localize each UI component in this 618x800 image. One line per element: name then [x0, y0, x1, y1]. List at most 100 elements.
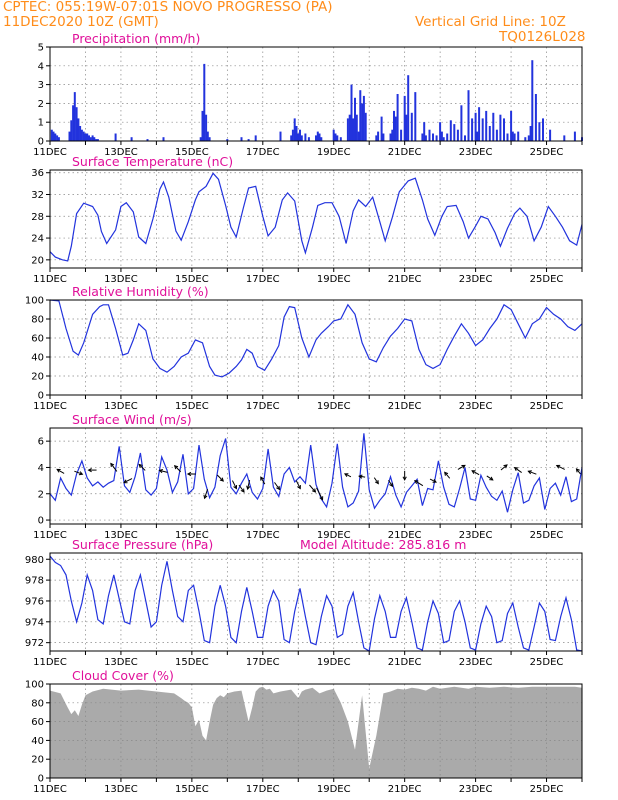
- x-tick-label: 19DEC: [317, 147, 351, 158]
- plot-frame: [49, 683, 583, 779]
- wind-arrow: [457, 465, 466, 470]
- plot-frame: [49, 427, 583, 525]
- plot-frame: [49, 552, 583, 652]
- series-line: [49, 433, 583, 513]
- wind-arrow: [260, 476, 266, 485]
- precip-bar: [320, 137, 323, 141]
- x-tick-label: 15DEC: [175, 147, 209, 158]
- wind-arrow: [204, 489, 209, 499]
- wind-arrow-head: [186, 471, 192, 477]
- precip-bar: [380, 116, 383, 141]
- precip-bar: [355, 114, 358, 141]
- panel-5: [46, 552, 583, 655]
- wind-arrow: [159, 469, 168, 473]
- precip-bar: [488, 126, 491, 141]
- x-tick-label: 21DEC: [388, 530, 422, 541]
- y-tick-label: 2: [38, 99, 44, 110]
- y-tick-label: 980: [25, 555, 44, 566]
- wind-arrow-head: [173, 465, 179, 470]
- wind-arrow: [471, 470, 480, 476]
- x-tick-label: 23DEC: [459, 274, 493, 285]
- x-tick-label: 25DEC: [530, 274, 564, 285]
- x-tick-label: 13DEC: [104, 274, 138, 285]
- wind-arrow: [174, 465, 182, 473]
- precip-bar: [130, 137, 133, 141]
- precip-bar: [304, 133, 307, 141]
- precip-bar: [318, 133, 321, 141]
- wind-arrow-head: [489, 476, 494, 481]
- x-tick-label: 19DEC: [317, 657, 351, 668]
- wind-arrow-head: [503, 464, 508, 469]
- precip-bar: [563, 135, 566, 141]
- precip-bar: [503, 118, 505, 141]
- precip-bar: [146, 139, 149, 141]
- wind-arrow: [56, 468, 65, 474]
- precip-bar: [205, 114, 208, 141]
- y-tick-label: 20: [31, 372, 44, 383]
- precip-bar: [478, 107, 481, 141]
- y-tick-label: 60: [31, 334, 44, 345]
- wind-arrow: [238, 484, 245, 493]
- precip-bar: [476, 131, 479, 141]
- precip-bar: [506, 133, 509, 141]
- precip-bar: [524, 137, 527, 141]
- precip-bar: [517, 131, 520, 141]
- precip-bar: [538, 122, 541, 141]
- series-line: [49, 172, 583, 262]
- wind-arrow: [110, 463, 118, 472]
- y-tick-label: 24: [31, 234, 44, 245]
- precip-bar: [52, 131, 55, 141]
- precip-bar: [453, 124, 456, 141]
- precip-bar: [573, 131, 576, 141]
- x-tick-label: 25DEC: [530, 530, 564, 541]
- precip-bar: [352, 118, 355, 141]
- precip-bar: [400, 129, 403, 141]
- x-tick-label: 21DEC: [388, 784, 422, 795]
- precip-bar: [394, 116, 397, 141]
- x-tick-label: 19DEC: [317, 784, 351, 795]
- wind-arrow: [138, 464, 146, 471]
- x-tick-label: 19DEC: [317, 530, 351, 541]
- x-tick-label: 17DEC: [246, 274, 280, 285]
- y-tick-label: 100: [25, 680, 44, 691]
- wind-arrow-head: [461, 464, 466, 469]
- plot-area: [50, 47, 582, 141]
- precip-bar: [357, 131, 360, 141]
- precip-bar: [315, 135, 317, 141]
- y-tick-label: 32: [31, 190, 44, 201]
- model-code: TQ0126L028: [499, 29, 586, 45]
- y-tick-label: 40: [31, 353, 44, 364]
- precip-bar: [350, 84, 353, 141]
- precip-bar: [471, 118, 474, 141]
- precip-bar: [57, 137, 60, 141]
- y-tick-label: 3: [38, 80, 44, 91]
- y-tick-label: 20: [31, 755, 44, 766]
- x-tick-label: 11DEC: [33, 147, 67, 158]
- grid-note: Vertical Grid Line: 10Z: [415, 14, 566, 30]
- precip-bar: [440, 131, 443, 141]
- panel-subtitle: Model Altitude: 285.816 m: [300, 537, 466, 552]
- panel-title: Cloud Cover (%): [72, 668, 174, 683]
- x-tick-label: 19DEC: [317, 401, 351, 412]
- panel-1: [46, 46, 583, 145]
- panel-3: [46, 299, 583, 399]
- precip-bar: [460, 105, 463, 141]
- precip-bar: [79, 126, 82, 141]
- precip-bar: [80, 129, 83, 141]
- x-tick-label: 15DEC: [175, 530, 209, 541]
- precip-bar: [393, 110, 395, 141]
- wind-arrow-head: [246, 485, 251, 491]
- precip-bar: [511, 131, 514, 141]
- precip-bar: [240, 137, 243, 141]
- precip-bar: [481, 118, 484, 141]
- wind-arrow-head: [575, 468, 580, 473]
- precip-bar: [467, 90, 470, 141]
- x-tick-label: 21DEC: [388, 401, 422, 412]
- x-tick-label: 23DEC: [459, 401, 493, 412]
- y-tick-label: 1: [38, 118, 44, 129]
- y-tick-label: 0: [38, 137, 44, 148]
- y-tick-label: 4: [38, 463, 44, 474]
- x-tick-label: 23DEC: [459, 784, 493, 795]
- wind-arrow-head: [389, 482, 394, 488]
- wind-arrow-head: [343, 473, 349, 478]
